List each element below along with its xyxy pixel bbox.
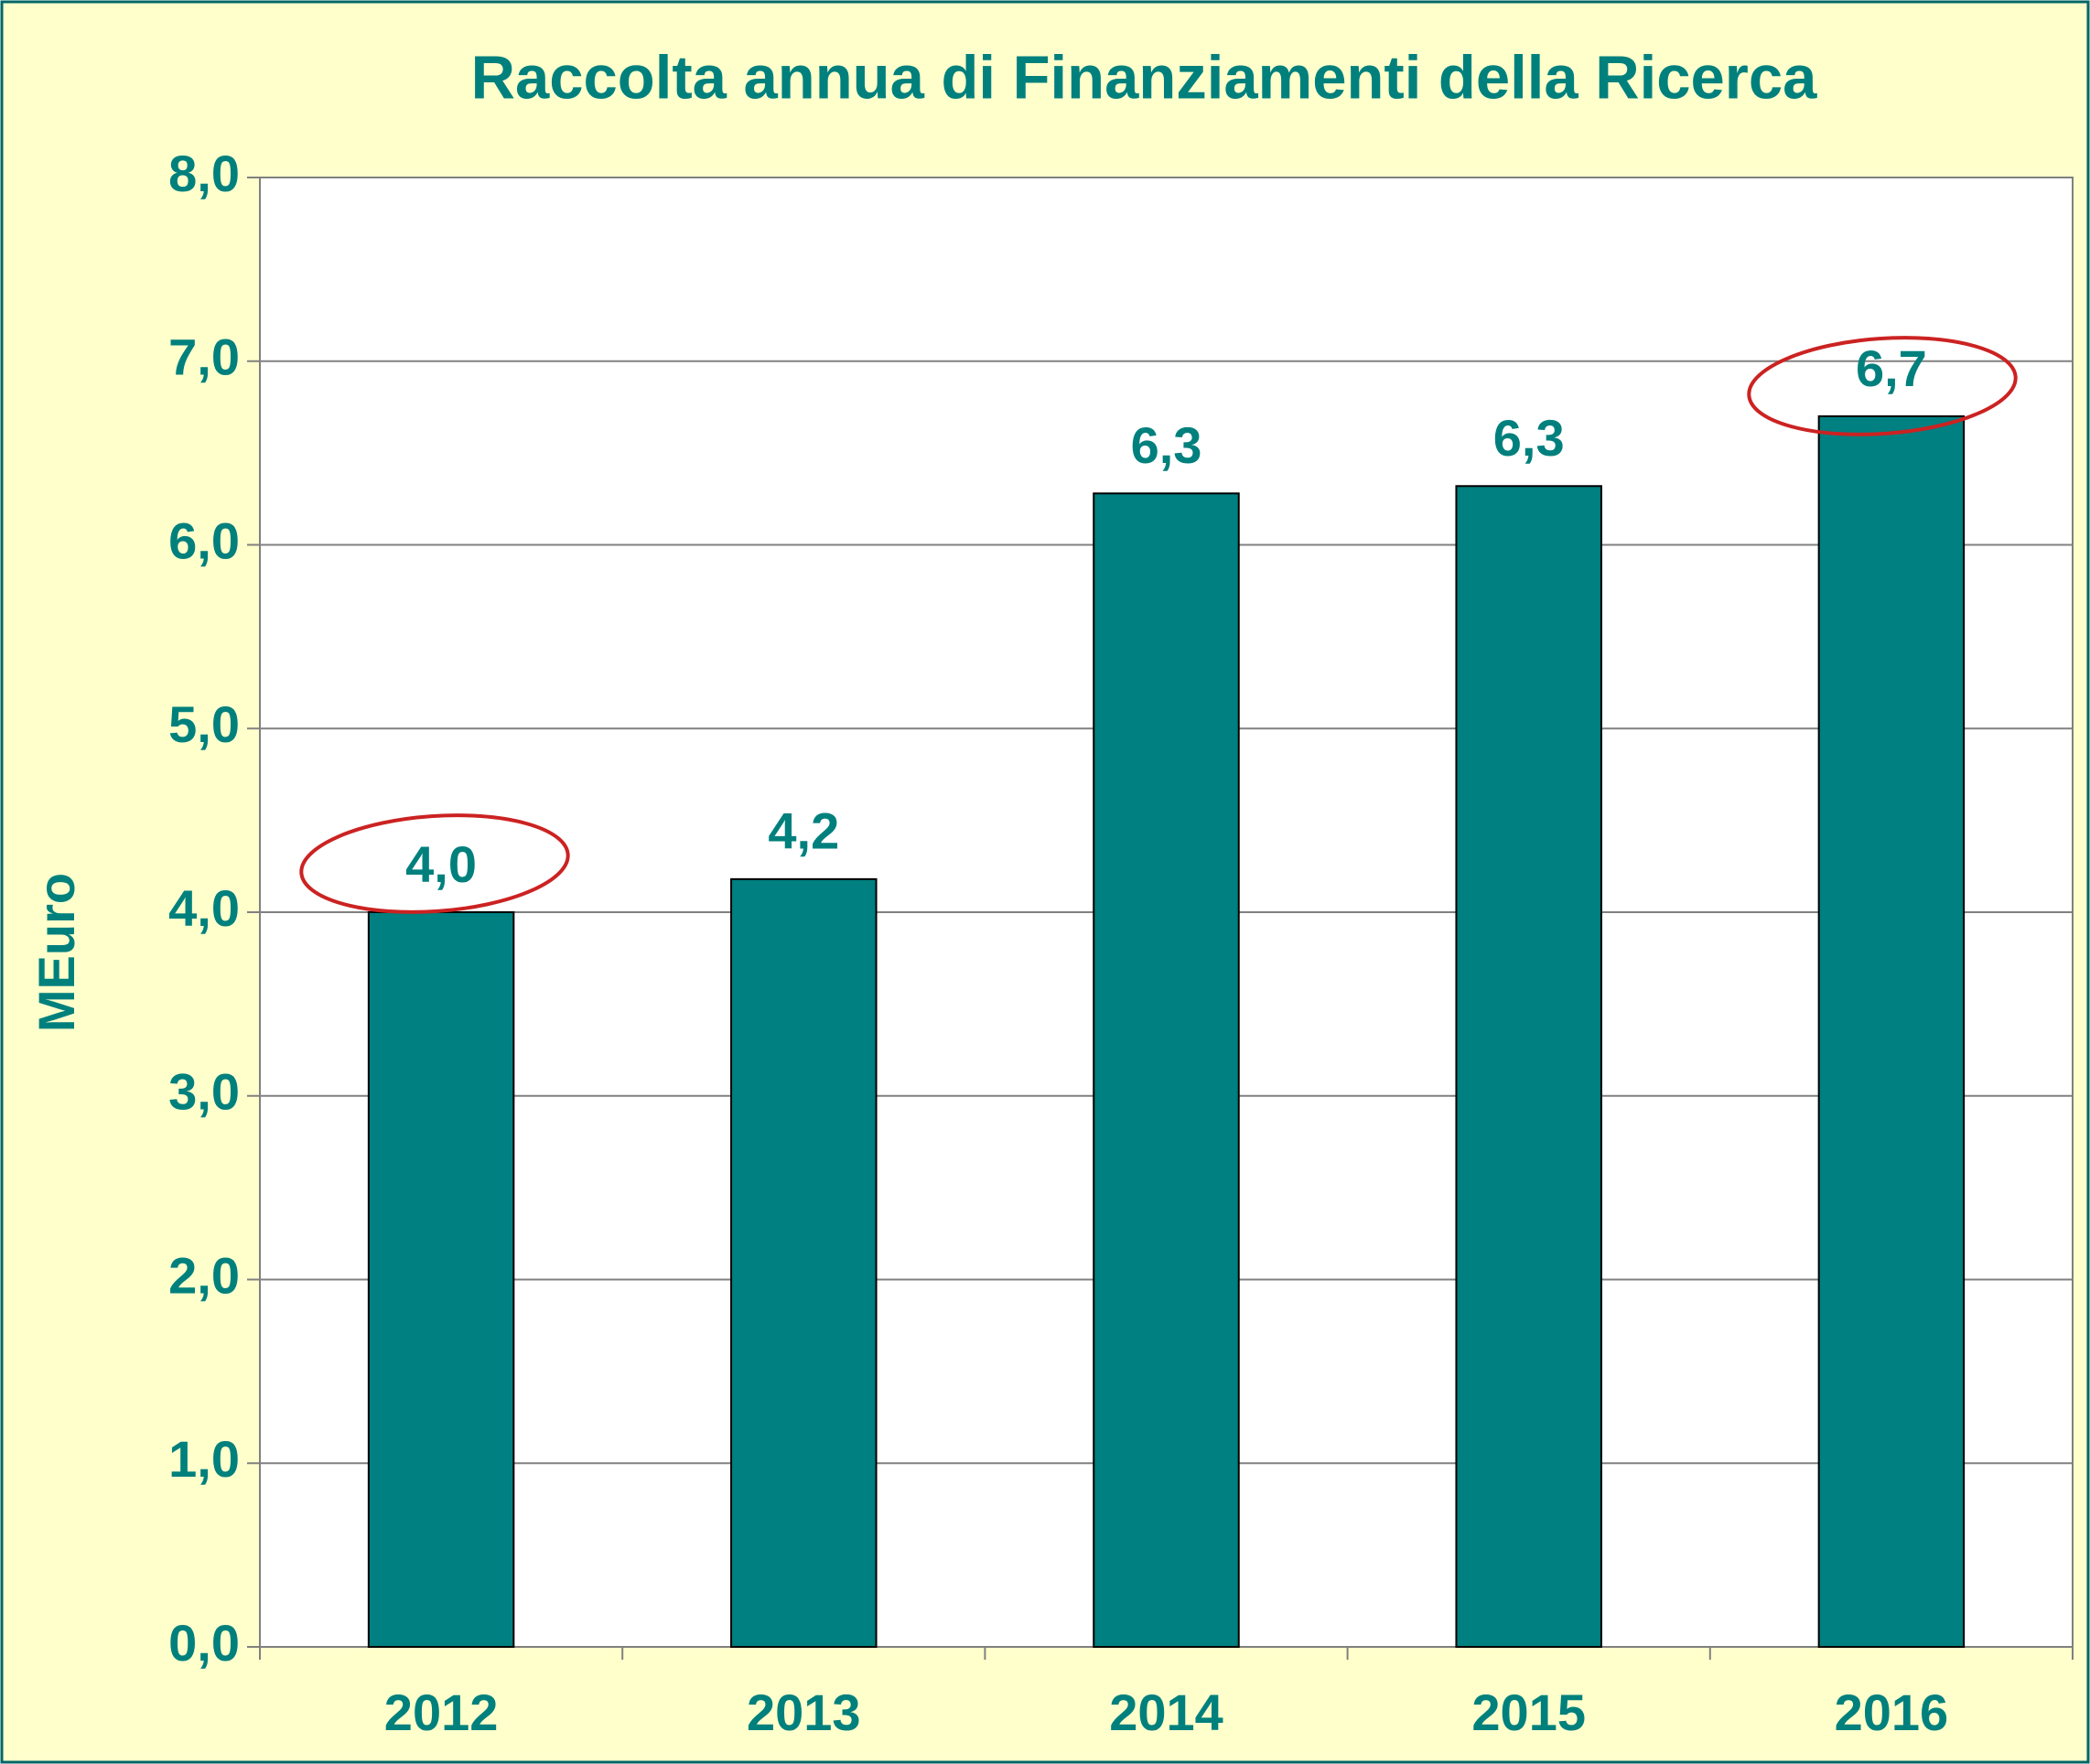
bar xyxy=(367,911,515,1648)
y-tick-label: 2,0 xyxy=(168,1246,240,1304)
value-label: 6,3 xyxy=(1493,409,1565,467)
x-tick-label: 2014 xyxy=(1109,1683,1223,1741)
value-label: 6,3 xyxy=(1131,416,1202,474)
y-tick-label: 0,0 xyxy=(168,1614,240,1672)
y-tick-label: 8,0 xyxy=(168,145,240,202)
bar xyxy=(730,877,878,1648)
value-label: 4,0 xyxy=(405,835,477,893)
value-label: 4,2 xyxy=(768,802,839,860)
y-tick-label: 6,0 xyxy=(168,511,240,569)
chart-title: Raccolta annua di Finanziamenti della Ri… xyxy=(471,44,1817,113)
value-label: 6,7 xyxy=(1856,339,1927,397)
y-tick-label: 7,0 xyxy=(168,328,240,386)
highlight-ellipse xyxy=(1747,336,2018,436)
x-tick-label: 2015 xyxy=(1471,1683,1586,1741)
y-tick-label: 3,0 xyxy=(168,1063,240,1121)
highlight-ellipse xyxy=(299,813,570,914)
bar xyxy=(1817,414,1966,1649)
y-tick-label: 1,0 xyxy=(168,1430,240,1488)
annotations xyxy=(299,336,2018,914)
y-tick-label: 4,0 xyxy=(168,879,240,937)
y-axis-label: MEuro xyxy=(27,873,85,1032)
bar xyxy=(1455,485,1602,1648)
bar xyxy=(1093,492,1240,1648)
y-tick-label: 5,0 xyxy=(168,695,240,753)
x-tick-label: 2016 xyxy=(1835,1683,1949,1741)
x-tick-label: 2012 xyxy=(384,1683,499,1741)
marks: 0,0 1,0 2,0 3,0 4,0 5,0 6,0 7,0 8,0 2012 4,0 2013 4,… xyxy=(168,145,2074,1741)
x-tick-label: 2013 xyxy=(747,1683,861,1741)
